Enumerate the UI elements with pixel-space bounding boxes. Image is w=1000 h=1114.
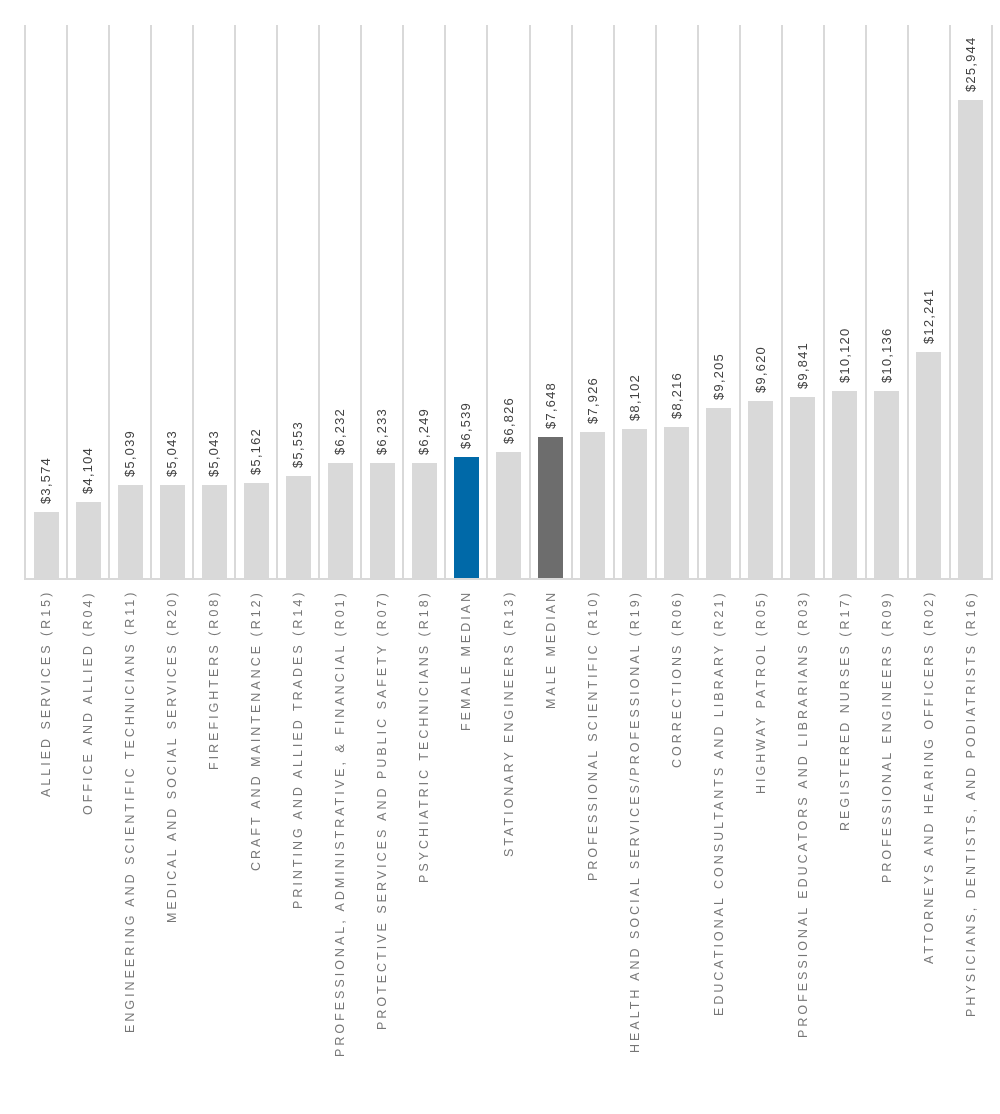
- value-label: $3,574: [38, 457, 54, 505]
- bar[interactable]: [958, 99, 984, 578]
- gridline: [906, 25, 909, 578]
- value-label: $6,232: [332, 408, 348, 456]
- gridline: [360, 25, 363, 578]
- gridline: [276, 25, 279, 578]
- bar[interactable]: [622, 428, 648, 578]
- gridline: [66, 25, 69, 578]
- category-label: PROFESSIONAL, ADMINISTRATIVE, & FINANCIA…: [333, 590, 348, 1057]
- value-label: $25,944: [962, 36, 978, 92]
- category-label: REGISTERED NURSES (R17): [837, 590, 852, 831]
- gridline: [822, 25, 825, 578]
- category-label: PSYCHIATRIC TECHNICIANS (R18): [417, 590, 432, 883]
- gridline: [738, 25, 741, 578]
- category-label: EDUCATIONAL CONSULTANTS AND LIBRARY (R21…: [711, 590, 726, 1016]
- category-label: PROTECTIVE SERVICES AND PUBLIC SAFETY (R…: [375, 590, 390, 1030]
- bar[interactable]: [748, 400, 774, 578]
- value-label: $9,620: [752, 345, 768, 393]
- category-label: PRINTING AND ALLIED TRADES (R14): [291, 590, 306, 910]
- gridline: [24, 25, 26, 578]
- gridline: [696, 25, 699, 578]
- gridline: [612, 25, 615, 578]
- gridline: [948, 25, 951, 578]
- gridline: [150, 25, 153, 578]
- category-label: ATTORNEYS AND HEARING OFFICERS (R02): [921, 590, 936, 965]
- category-axis-line: [24, 578, 993, 580]
- gridline: [108, 25, 111, 578]
- bar[interactable]: [706, 408, 732, 578]
- bar[interactable]: [243, 482, 269, 578]
- value-label: $6,826: [500, 397, 516, 445]
- bar[interactable]: [453, 457, 479, 578]
- bar[interactable]: [916, 352, 942, 578]
- gridline: [192, 25, 195, 578]
- bar[interactable]: [580, 431, 606, 578]
- category-label: FIREFIGHTERS (R08): [207, 590, 222, 771]
- gridline: [864, 25, 867, 578]
- category-label: ENGINEERING AND SCIENTIFIC TECHNICIANS (…: [123, 590, 138, 1034]
- bar[interactable]: [327, 463, 353, 578]
- category-label: PROFESSIONAL SCIENTIFIC (R10): [585, 590, 600, 882]
- category-label: MEDICAL AND SOCIAL SERVICES (R20): [165, 590, 180, 924]
- bar[interactable]: [285, 475, 311, 578]
- bar[interactable]: [201, 485, 227, 578]
- category-label: MALE MEDIAN: [543, 590, 558, 710]
- gridline: [318, 25, 321, 578]
- value-label: $8,102: [626, 373, 642, 421]
- category-label: PROFESSIONAL ENGINEERS (R09): [879, 590, 894, 883]
- gridline: [780, 25, 783, 578]
- gridline: [444, 25, 447, 578]
- bar[interactable]: [664, 426, 690, 578]
- value-label: $5,162: [248, 427, 264, 475]
- category-label: ALLIED SERVICES (R15): [39, 590, 54, 798]
- gridline: [570, 25, 573, 578]
- bar[interactable]: [790, 396, 816, 578]
- bar[interactable]: [832, 391, 858, 578]
- value-label: $9,205: [710, 353, 726, 401]
- value-label: $7,648: [542, 382, 558, 430]
- value-label: $10,120: [836, 328, 852, 384]
- category-label: CRAFT AND MAINTENANCE (R12): [249, 590, 264, 871]
- category-label: CORRECTIONS (R06): [669, 590, 684, 769]
- value-label: $7,926: [584, 376, 600, 424]
- value-label: $5,039: [122, 430, 138, 478]
- gridline: [528, 25, 531, 578]
- bar[interactable]: [75, 502, 101, 578]
- value-label: $6,249: [416, 407, 432, 455]
- bar[interactable]: [496, 452, 521, 578]
- category-label: PHYSICIANS, DENTISTS, AND PODIATRISTS (R…: [963, 590, 978, 1017]
- category-label: STATIONARY ENGINEERS (R13): [501, 590, 516, 858]
- category-label: PROFESSIONAL EDUCATORS AND LIBRARIANS (R…: [795, 590, 810, 1039]
- value-label: $5,043: [206, 430, 222, 478]
- gridline: [991, 25, 993, 578]
- value-label: $8,216: [668, 371, 684, 419]
- value-label: $5,553: [290, 420, 306, 468]
- value-label: $10,136: [878, 327, 894, 384]
- value-label: $12,241: [920, 288, 936, 345]
- value-label: $4,104: [80, 447, 96, 495]
- bar[interactable]: [33, 512, 59, 578]
- bar[interactable]: [369, 463, 395, 578]
- bar[interactable]: [159, 485, 185, 578]
- category-label: FEMALE MEDIAN: [459, 590, 474, 732]
- category-label: OFFICE AND ALLIED (R04): [81, 590, 96, 815]
- category-label: HEALTH AND SOCIAL SERVICES/PROFESSIONAL …: [627, 590, 642, 1053]
- bar[interactable]: [411, 462, 437, 578]
- gridline: [654, 25, 657, 578]
- value-label: $6,233: [374, 408, 390, 456]
- gridline: [486, 25, 489, 578]
- value-label: $5,043: [164, 430, 180, 478]
- bar[interactable]: [874, 391, 900, 578]
- bar[interactable]: [117, 485, 143, 578]
- value-label: $9,841: [794, 341, 810, 389]
- gridline: [402, 25, 405, 578]
- value-label: $6,539: [458, 402, 474, 450]
- bar[interactable]: [538, 437, 564, 578]
- gridline: [234, 25, 237, 578]
- category-label: HIGHWAY PATROL (R05): [753, 590, 768, 795]
